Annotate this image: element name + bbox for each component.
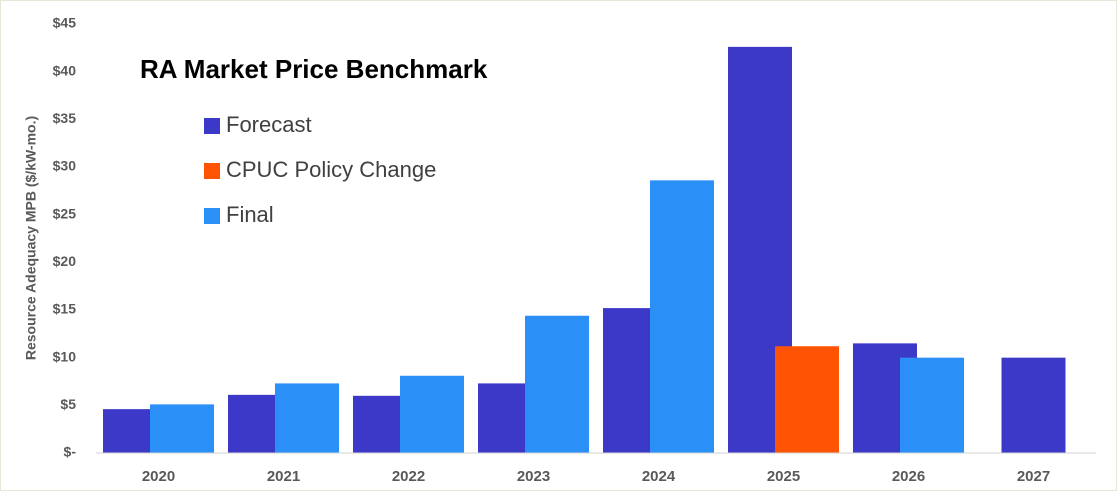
y-axis-label: Resource Adequacy MPB ($/kW-mo.) (23, 116, 39, 360)
legend-label: CPUC Policy Change (226, 157, 436, 182)
y-tick-label: $15 (53, 301, 77, 317)
bar (275, 383, 339, 453)
legend-label: Final (226, 202, 274, 227)
x-tick-label: 2021 (267, 468, 300, 485)
legend-swatch (204, 163, 220, 179)
y-tick-label: $40 (53, 62, 77, 78)
y-tick-label: $20 (53, 253, 77, 269)
y-tick-label: $10 (53, 348, 77, 364)
bar (775, 346, 839, 453)
x-tick-label: 2024 (642, 468, 676, 485)
bar (900, 357, 964, 453)
bar (400, 375, 464, 453)
bar (525, 315, 589, 453)
bar (650, 180, 714, 453)
bar (150, 404, 214, 453)
y-tick-label: $45 (53, 15, 77, 31)
x-tick-label: 2022 (392, 468, 425, 485)
legend-label: Forecast (226, 112, 312, 137)
y-tick-label: $- (64, 444, 77, 460)
legend-swatch (204, 208, 220, 224)
legend-swatch (204, 118, 220, 134)
x-tick-label: 2026 (892, 468, 925, 485)
x-tick-label: 2020 (142, 468, 175, 485)
y-tick-label: $25 (53, 205, 77, 221)
y-tick-label: $5 (60, 396, 76, 412)
y-tick-label: $35 (53, 110, 77, 126)
x-tick-label: 2027 (1017, 468, 1050, 485)
y-tick-label: $30 (53, 158, 77, 174)
bar (1001, 357, 1066, 453)
x-tick-label: 2023 (517, 468, 550, 485)
x-tick-label: 2025 (767, 468, 800, 485)
chart-title: RA Market Price Benchmark (140, 54, 488, 84)
